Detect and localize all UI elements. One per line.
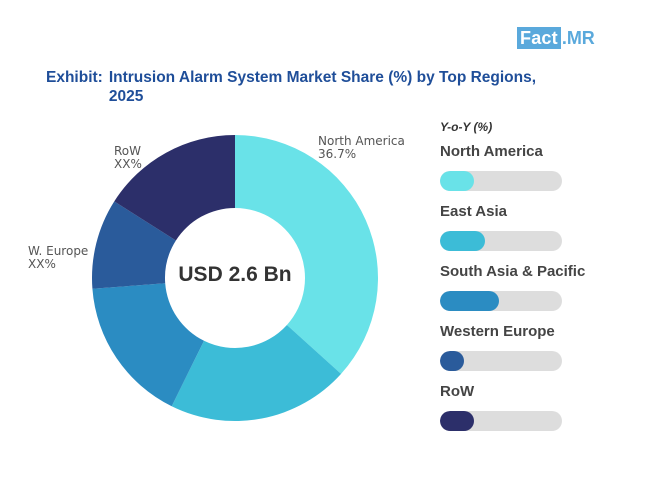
slice-label-row-value: XX% (114, 157, 142, 171)
slice-label-row: RoW XX% (114, 145, 142, 171)
factmr-logo: Fact .MR (517, 27, 595, 49)
title-prefix: Exhibit: (46, 69, 103, 86)
slice-label-w-europe-name: W. Europe (28, 244, 89, 258)
legend-label: Western Europe (440, 323, 555, 340)
slice-label-row-name: RoW (114, 144, 142, 158)
yoy-bar-track (440, 411, 562, 431)
logo-fact: Fact (517, 27, 561, 49)
legend-label: North America (440, 143, 543, 160)
legend-label: RoW (440, 383, 475, 400)
chart-title: Exhibit: Intrusion Alarm System Market Sh… (46, 68, 606, 106)
slice-label-north-america: North America 36.7% (318, 135, 405, 161)
slice-label-north-america-name: North America (318, 134, 405, 148)
yoy-bar-fill (440, 291, 499, 311)
title-line-1: Intrusion Alarm System Market Share (%) … (108, 69, 537, 86)
legend-item-east-asia: East Asia (440, 200, 630, 260)
yoy-bar-track (440, 171, 562, 191)
yoy-bar-fill (440, 171, 475, 191)
donut-slice-north-america (235, 135, 378, 374)
legend-label: South Asia & Pacific (440, 263, 586, 280)
donut-slice-south-asia-pacific (92, 283, 205, 407)
title-line-2: 2025 (108, 88, 144, 105)
yoy-bar-track (440, 291, 562, 311)
donut-center-label: USD 2.6 Bn (178, 263, 292, 286)
slice-label-w-europe-value: XX% (28, 257, 56, 271)
yoy-bar-fill (440, 411, 475, 431)
legend-title: Y-o-Y (%) (440, 120, 493, 134)
logo-mr: .MR (561, 28, 595, 48)
legend-item-row: RoW (440, 380, 630, 440)
legend-item-south-asia-pacific: South Asia & Pacific (440, 260, 630, 320)
legend-label: East Asia (440, 203, 507, 220)
yoy-bar-fill (440, 351, 465, 371)
donut-slice-east-asia (171, 324, 342, 422)
legend-item-north-america: North America (440, 140, 630, 200)
slice-label-north-america-value: 36.7% (318, 147, 357, 161)
slice-label-w-europe: W. Europe XX% (28, 245, 88, 271)
yoy-bar-track (440, 351, 562, 371)
legend-item-western-europe: Western Europe (440, 320, 630, 380)
yoy-bar-track (440, 231, 562, 251)
donut-slice-western-europe (92, 201, 176, 289)
yoy-bar-fill (440, 231, 486, 251)
donut-slice-row (114, 135, 235, 241)
yoy-legend: Y-o-Y (%) North America East Asia South … (440, 120, 630, 440)
